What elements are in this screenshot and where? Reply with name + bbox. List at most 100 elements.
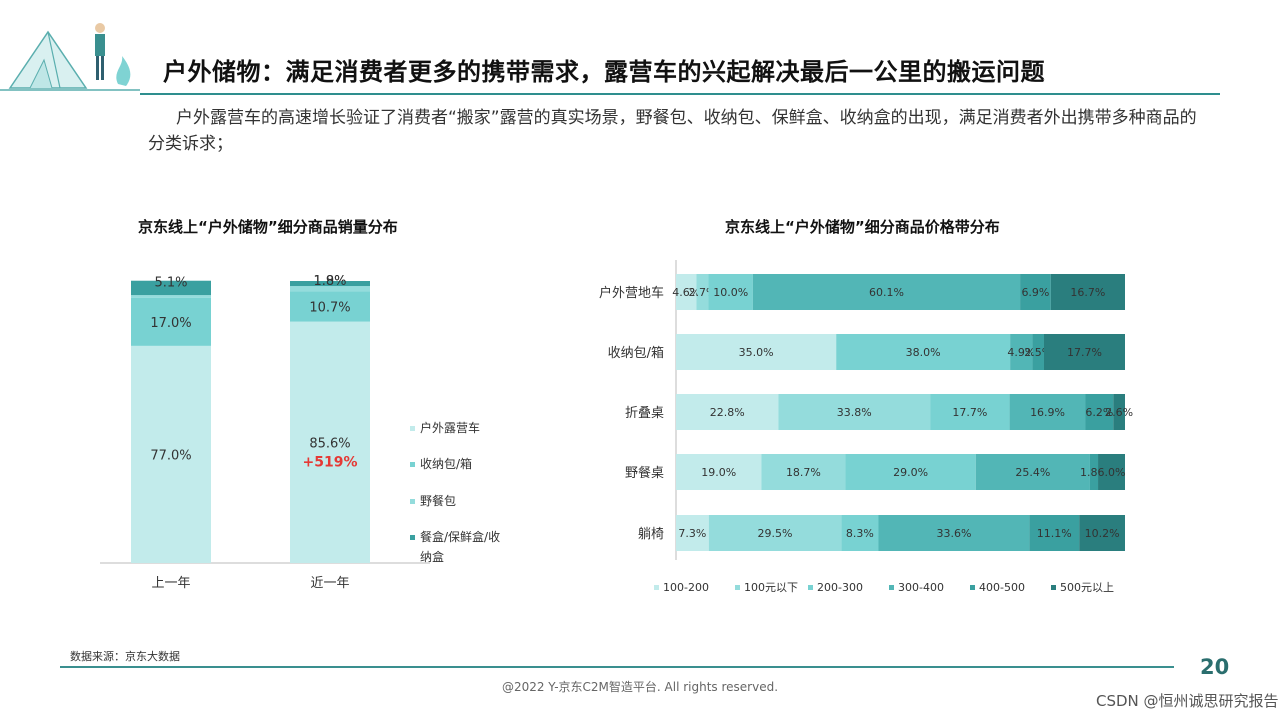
bar-segment (845, 454, 976, 490)
category-label: 折叠桌 (625, 406, 664, 421)
right-chart-title: 京东线上“户外储物”细分商品价格带分布 (725, 218, 1000, 236)
legend-label: 100元以下 (744, 581, 798, 594)
bar-segment (708, 274, 753, 310)
bar-segment (841, 515, 879, 551)
bar-segment (290, 321, 370, 563)
bar-segment (676, 394, 779, 430)
bar-segment (131, 345, 211, 563)
legend-swatch (654, 585, 659, 590)
data-label: 6.0% (1098, 466, 1126, 479)
legend-label-cont: 纳盒 (420, 549, 444, 564)
growth-annotation: +519% (303, 454, 358, 470)
data-label: 10.7% (309, 301, 350, 316)
attribution-text: CSDN @恒州诚思研究报告 (1096, 692, 1279, 710)
bar-segment (1079, 515, 1125, 551)
legend-label: 400-500 (979, 581, 1025, 594)
left-chart-title: 京东线上“户外储物”细分商品销量分布 (138, 218, 398, 236)
bar-segment (676, 454, 762, 490)
category-label: 近一年 (310, 576, 349, 591)
bar-segment (131, 295, 211, 298)
bar-segment (1020, 274, 1051, 310)
legend-swatch (1051, 585, 1056, 590)
title-divider (140, 93, 1220, 95)
category-label: 收纳包/箱 (608, 345, 664, 361)
bar-segment (708, 515, 842, 551)
bar-segment (676, 334, 837, 370)
data-label: 10.2% (1085, 527, 1120, 540)
data-label: 4.9% (1007, 346, 1035, 359)
page-number: 20 (1200, 655, 1230, 679)
legend-swatch (410, 462, 415, 467)
data-label: 25.4% (1015, 466, 1050, 479)
legend-swatch (410, 535, 415, 540)
bar-segment (1050, 274, 1125, 310)
data-label: 16.7% (1070, 286, 1105, 299)
data-label: 6.2% (1085, 406, 1113, 419)
footer-divider (60, 666, 1174, 668)
legend-label: 户外露营车 (420, 420, 480, 435)
data-label: 33.8% (837, 406, 872, 419)
page-title: 户外储物：满足消费者更多的携带需求，露营车的兴起解决最后一公里的搬运问题 (163, 58, 1045, 86)
legend-swatch (889, 585, 894, 590)
bar-segment (1113, 394, 1125, 430)
legend-label: 200-300 (817, 581, 863, 594)
legend-label: 300-400 (898, 581, 944, 594)
bar-segment (930, 394, 1010, 430)
data-label: 38.0% (906, 346, 941, 359)
legend-swatch (808, 585, 813, 590)
legend-label: 收纳包/箱 (420, 456, 472, 471)
data-label: 17.0% (150, 316, 191, 331)
bar-segment (696, 274, 709, 310)
data-label: 33.6% (936, 527, 971, 540)
legend-label: 500元以上 (1060, 581, 1114, 594)
copyright-text: @2022 Y-京东C2M智造平台. All rights reserved. (501, 680, 779, 694)
bar-segment (290, 286, 370, 292)
category-label: 躺椅 (638, 526, 664, 542)
data-label: 11.1% (1037, 527, 1072, 540)
data-label: 19.0% (701, 466, 736, 479)
data-label: 4.6% (672, 286, 700, 299)
price-band-chart: 户外营地车 4.6%2.7%10.0% 60.1% 6.9% 16.7%收纳包/箱 35.… (599, 260, 1133, 594)
category-label: 上一年 (151, 576, 190, 591)
data-label: 8.3% (846, 527, 874, 540)
bar-segment (1085, 394, 1114, 430)
legend-label: 野餐包 (420, 493, 456, 508)
bar-segment (752, 274, 1021, 310)
category-label: 户外营地车 (599, 285, 664, 301)
legend-swatch (970, 585, 975, 590)
data-label: 17.7% (1067, 346, 1102, 359)
category-label: 野餐桌 (625, 465, 664, 481)
legend-label: 餐盒/保鲜盒/收 (420, 529, 500, 544)
data-label: 35.0% (739, 346, 774, 359)
data-label: 17.7% (952, 406, 987, 419)
bar-segment (778, 394, 931, 430)
sales-distribution-chart: 77.0%17.0%1.0%5.1%上一年85.6%10.7%1.9%1.8%近… (100, 274, 500, 591)
data-label: 16.9% (1030, 406, 1065, 419)
bar-segment (1043, 334, 1125, 370)
data-label: 85.6% (309, 436, 350, 451)
bar-segment (1029, 515, 1080, 551)
legend-swatch (410, 499, 415, 504)
bar-segment (1089, 454, 1099, 490)
data-label: 18.7% (786, 466, 821, 479)
bar-segment (1010, 334, 1033, 370)
bar-segment (878, 515, 1030, 551)
bar-segment (761, 454, 846, 490)
bar-segment (676, 515, 709, 551)
data-label: 5.1% (154, 276, 187, 291)
data-label: 7.3% (678, 527, 706, 540)
legend-label: 100-200 (663, 581, 709, 594)
bar-segment (1009, 394, 1086, 430)
bar-segment (836, 334, 1011, 370)
data-label: 29.0% (893, 466, 928, 479)
data-label: 77.0% (150, 448, 191, 463)
bar-segment (676, 274, 697, 310)
bar-segment (1032, 334, 1044, 370)
bar-segment (131, 297, 211, 346)
data-label: 1.8% (313, 274, 346, 289)
data-label: 60.1% (869, 286, 904, 299)
data-label: 22.8% (710, 406, 745, 419)
data-label: 2.6% (1105, 406, 1133, 419)
legend-swatch (735, 585, 740, 590)
